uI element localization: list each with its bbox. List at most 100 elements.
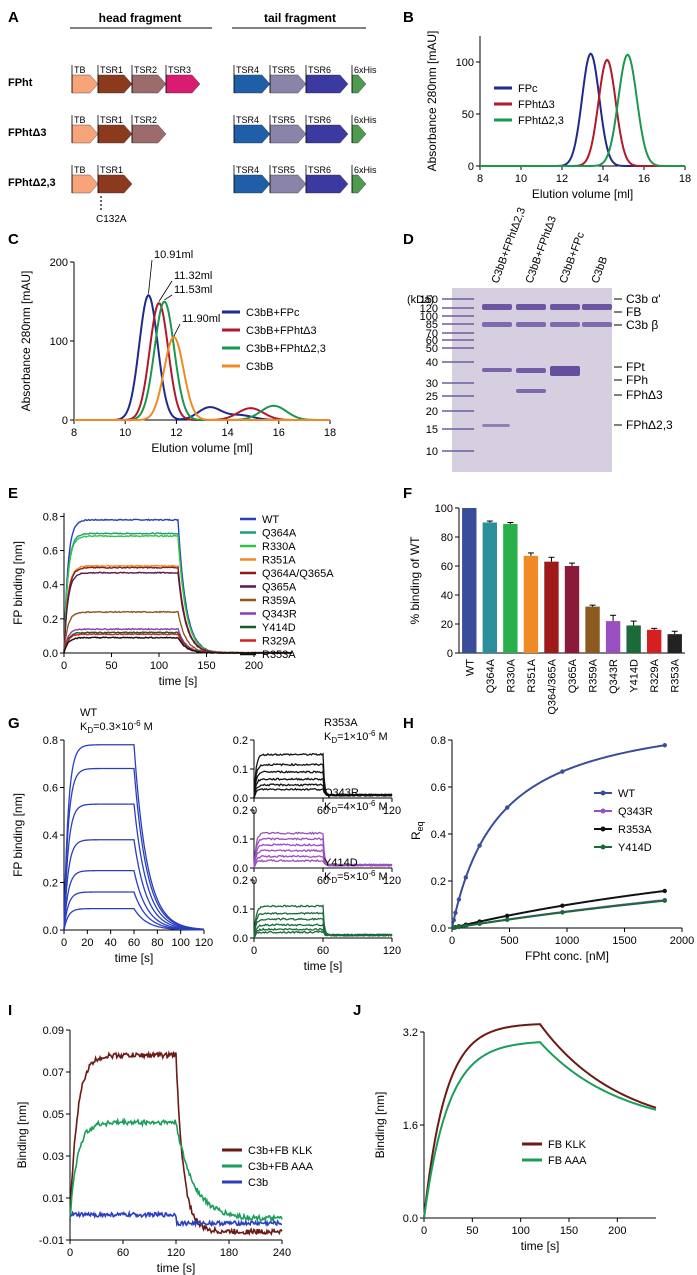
kd-value: KD=4×10-6 M [324, 799, 388, 815]
legend-label: Y414D [262, 622, 296, 634]
fit-curve-y414d [451, 899, 665, 929]
x-tick-label: 100 [150, 660, 168, 672]
marker-kda-15: 15 [426, 424, 438, 436]
legend-label: WT [262, 514, 279, 526]
x-tick-label: 120 [383, 805, 401, 817]
legend-entry-q343r: Q343R [594, 806, 653, 818]
legend-entry-q364a-q365a: Q364A/Q365A [240, 568, 334, 580]
series-line-fpc [480, 52, 685, 167]
domain-shape [269, 174, 307, 194]
protein-band [482, 322, 512, 327]
band-label-fph: FPh [626, 373, 648, 387]
domain-arrow-tsr1: TSR1 [97, 165, 133, 194]
x-tick-label: 10 [119, 427, 131, 439]
construct-name-fpht: FPht [8, 77, 33, 89]
legend-label: R330A [262, 541, 296, 553]
subplot-title: Y414D [324, 857, 358, 869]
sensorgram-trace [63, 767, 205, 931]
legend-label: Q343R [262, 609, 297, 621]
y-tick-label: 100 [456, 57, 474, 69]
domain-arrow-tsr6: TSR6 [305, 115, 349, 144]
peak-leader-line [148, 259, 153, 294]
sensorgram-trace [253, 787, 393, 799]
y-tick-label: 0.05 [43, 1109, 64, 1121]
x-tick-label: 20 [81, 937, 93, 949]
domain-shape [269, 124, 307, 144]
x-tick-label: 50 [466, 1225, 478, 1237]
chart-j: 0 50 100 150 200 0.0 1.6 3.2 time [s] Binding [nm… [373, 1023, 657, 1253]
y-tick-label: 0.0 [233, 793, 248, 805]
legend-marker [600, 844, 606, 850]
legend-label: R351A [262, 555, 296, 567]
protein-band [582, 322, 612, 327]
domain-arrow-tsr2: TSR2 [131, 65, 167, 94]
marker-kda-60: 60 [426, 335, 438, 347]
panel-label-g: G [8, 715, 20, 732]
x-tick-label: 100 [511, 1225, 529, 1237]
marker-kda-70: 70 [426, 328, 438, 340]
x-tick-label: 100 [171, 937, 189, 949]
protein-band [516, 322, 546, 327]
panel-label-i: I [8, 1002, 12, 1019]
legend-label: R359A [262, 595, 296, 607]
peak-leader-line [158, 280, 173, 302]
band-label-c3b: C3b β [626, 318, 658, 332]
domain-arrow-tsr6: TSR6 [305, 65, 349, 94]
marker-kda-25: 25 [426, 391, 438, 403]
domain-shape [351, 124, 367, 144]
data-point [453, 925, 458, 930]
domain-shape [233, 74, 271, 94]
x-tick-label: 120 [383, 945, 401, 957]
domain-label: 6xHis [354, 65, 377, 75]
y-tick-label: 0.01 [43, 1193, 64, 1205]
domain-label: TSR2 [134, 65, 157, 75]
legend-entry-fpht-2-3: FPhtΔ2,3 [494, 115, 564, 127]
sensorgram-trace [63, 839, 205, 931]
protein-band [550, 304, 580, 310]
legend-marker [600, 826, 606, 832]
domain-label: TB [74, 65, 86, 75]
legend-label: Q364A [262, 528, 297, 540]
data-point [505, 917, 510, 922]
y-tick-label: 0.2 [43, 878, 58, 890]
domain-arrow-tsr4: TSR4 [233, 165, 271, 194]
legend-entry-c3bb-fpc: C3bB+FPc [222, 307, 300, 319]
y-axis-label: Binding [nm] [373, 1092, 387, 1159]
legend-label: C3bB [246, 361, 274, 373]
domain-shape [97, 74, 133, 94]
domain-shape [131, 124, 167, 144]
band-label-fpt: FPt [626, 360, 645, 374]
x-tick-label: 40 [105, 937, 117, 949]
x-tick-label: 14 [221, 427, 233, 439]
data-point [662, 743, 667, 748]
category-label-r351a: R351A [526, 658, 538, 692]
category-label-q343r: Q343R [608, 659, 620, 694]
sensorgram-fb-aaa [423, 1041, 657, 1219]
legend-label: FB AAA [548, 1155, 587, 1167]
data-point [662, 898, 667, 903]
data-point [505, 913, 510, 918]
legend-entry-wt: WT [240, 514, 279, 526]
x-tick-label: 14 [597, 173, 609, 185]
marker-kda-85: 85 [426, 319, 438, 331]
y-axis-label: FP binding [nm] [11, 541, 25, 625]
x-axis-label: time [s] [304, 959, 343, 973]
sensorgram-trace [253, 927, 393, 939]
y-axis-label: % binding of WT [408, 536, 422, 625]
x-tick-label: 12 [170, 427, 182, 439]
y-tick-label: 0.2 [431, 876, 446, 888]
fit-curve-r353a [451, 889, 665, 929]
domain-label: TSR5 [272, 165, 295, 175]
legend-entry-c3b: C3b [222, 1177, 268, 1189]
x-tick-label: 12 [556, 173, 568, 185]
data-point [477, 843, 482, 848]
legend-entry-c3bb-fpht-3: C3bB+FPhtΔ3 [222, 325, 317, 337]
y-tick-label: 0.8 [43, 735, 58, 747]
series-line-c3bb [74, 335, 330, 421]
sensorgram-trace [253, 930, 393, 938]
legend-entry-fpc: FPc [494, 83, 538, 95]
domain-label: TSR3 [168, 65, 191, 75]
panel-label-d: D [403, 231, 414, 248]
